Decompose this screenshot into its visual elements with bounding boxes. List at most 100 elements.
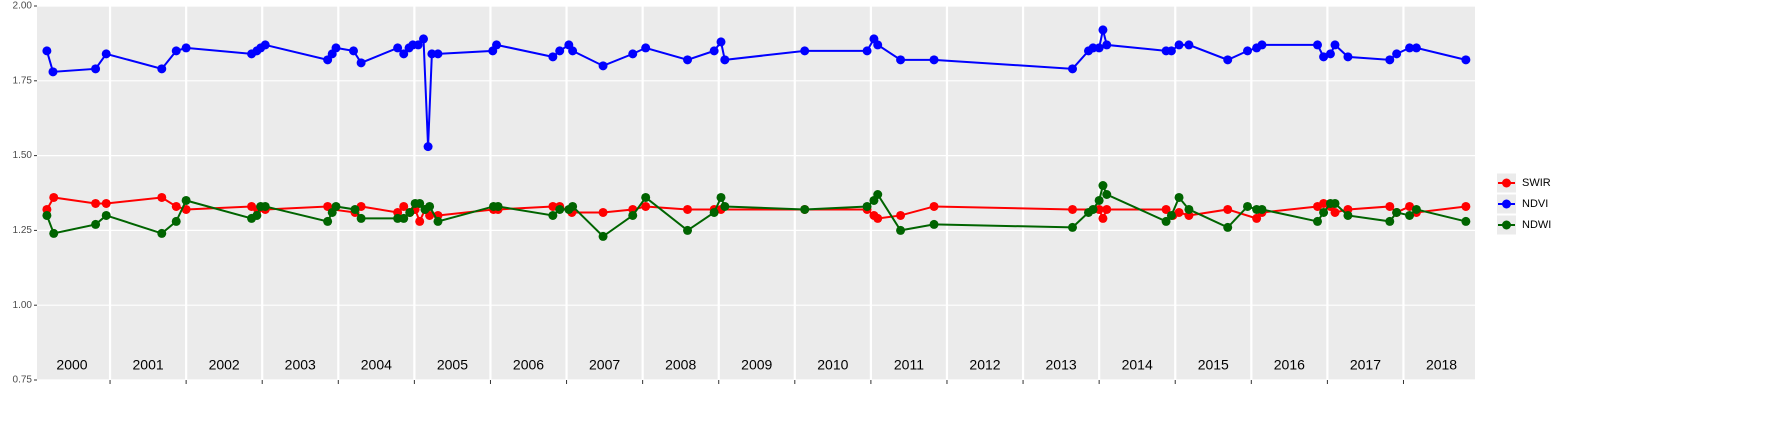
- point: [683, 55, 693, 65]
- year-label: 2011: [894, 357, 924, 373]
- point: [1094, 43, 1104, 53]
- point: [720, 55, 730, 65]
- point: [157, 64, 167, 74]
- point: [350, 204, 360, 214]
- point: [929, 201, 939, 211]
- point: [548, 201, 558, 211]
- point: [1405, 210, 1415, 220]
- point: [1330, 40, 1340, 50]
- point: [1102, 189, 1112, 199]
- year-label: 2004: [361, 357, 392, 373]
- point: [323, 216, 333, 226]
- point: [1392, 207, 1402, 217]
- point: [1223, 222, 1233, 232]
- point: [683, 204, 693, 214]
- point: [628, 210, 638, 220]
- y-tick-label: 1.50: [13, 150, 33, 161]
- legend-label: NDWI: [1522, 219, 1551, 231]
- point: [101, 210, 111, 220]
- point: [641, 201, 651, 211]
- point: [399, 213, 409, 223]
- point: [1166, 46, 1176, 56]
- year-label: 2010: [817, 357, 848, 373]
- year-label: 2000: [56, 357, 87, 373]
- point: [399, 49, 409, 59]
- point: [896, 225, 906, 235]
- point: [91, 64, 101, 74]
- point: [42, 46, 52, 56]
- point: [433, 49, 443, 59]
- point: [628, 49, 638, 59]
- point: [419, 34, 429, 44]
- point: [555, 204, 565, 214]
- point: [1088, 204, 1098, 214]
- point: [171, 46, 181, 56]
- point: [548, 52, 558, 62]
- point: [1223, 55, 1233, 65]
- point: [91, 219, 101, 229]
- point: [1330, 207, 1340, 217]
- point: [260, 201, 270, 211]
- point: [1385, 216, 1395, 226]
- year-label: 2007: [589, 357, 620, 373]
- point: [1343, 52, 1353, 62]
- year-label: 2006: [513, 357, 544, 373]
- point: [349, 46, 359, 56]
- point: [1411, 43, 1421, 53]
- point: [598, 61, 608, 71]
- point: [1313, 216, 1323, 226]
- point: [356, 58, 366, 68]
- point: [1174, 207, 1184, 217]
- point: [1461, 201, 1471, 211]
- point: [49, 192, 59, 202]
- point: [42, 210, 52, 220]
- point: [1223, 204, 1233, 214]
- point: [415, 198, 425, 208]
- point: [1461, 216, 1471, 226]
- point: [331, 43, 341, 53]
- point: [598, 231, 608, 241]
- point: [101, 49, 111, 59]
- point: [405, 207, 415, 217]
- legend-label: NDVI: [1522, 198, 1548, 210]
- point: [433, 216, 443, 226]
- year-label: 2015: [1198, 357, 1229, 373]
- point: [49, 228, 59, 238]
- point: [1184, 40, 1194, 50]
- point: [896, 210, 906, 220]
- point: [716, 192, 726, 202]
- year-label: 2001: [133, 357, 164, 373]
- point: [425, 201, 435, 211]
- point: [568, 46, 578, 56]
- legend-point: [1502, 199, 1511, 209]
- point: [1068, 204, 1078, 214]
- point: [873, 40, 883, 50]
- year-label: 2016: [1274, 357, 1305, 373]
- point: [873, 213, 883, 223]
- point: [641, 43, 651, 53]
- point: [1405, 43, 1415, 53]
- y-tick-label: 1.25: [13, 225, 33, 236]
- point: [896, 55, 906, 65]
- year-label: 2018: [1426, 357, 1457, 373]
- point: [413, 40, 423, 50]
- point: [171, 201, 181, 211]
- year-label: 2012: [969, 357, 1000, 373]
- year-label: 2014: [1122, 357, 1153, 373]
- year-label: 2002: [209, 357, 240, 373]
- point: [709, 207, 719, 217]
- point: [1319, 207, 1329, 217]
- point: [862, 201, 872, 211]
- y-tick-label: 1.00: [13, 300, 33, 311]
- point: [862, 46, 872, 56]
- point: [356, 213, 366, 223]
- point: [260, 40, 270, 50]
- point: [1461, 55, 1471, 65]
- point: [1161, 204, 1171, 214]
- point: [399, 201, 409, 211]
- point: [568, 201, 578, 211]
- point: [1257, 40, 1267, 50]
- point: [492, 40, 502, 50]
- point: [1098, 213, 1108, 223]
- legend-label: SWIR: [1522, 177, 1551, 189]
